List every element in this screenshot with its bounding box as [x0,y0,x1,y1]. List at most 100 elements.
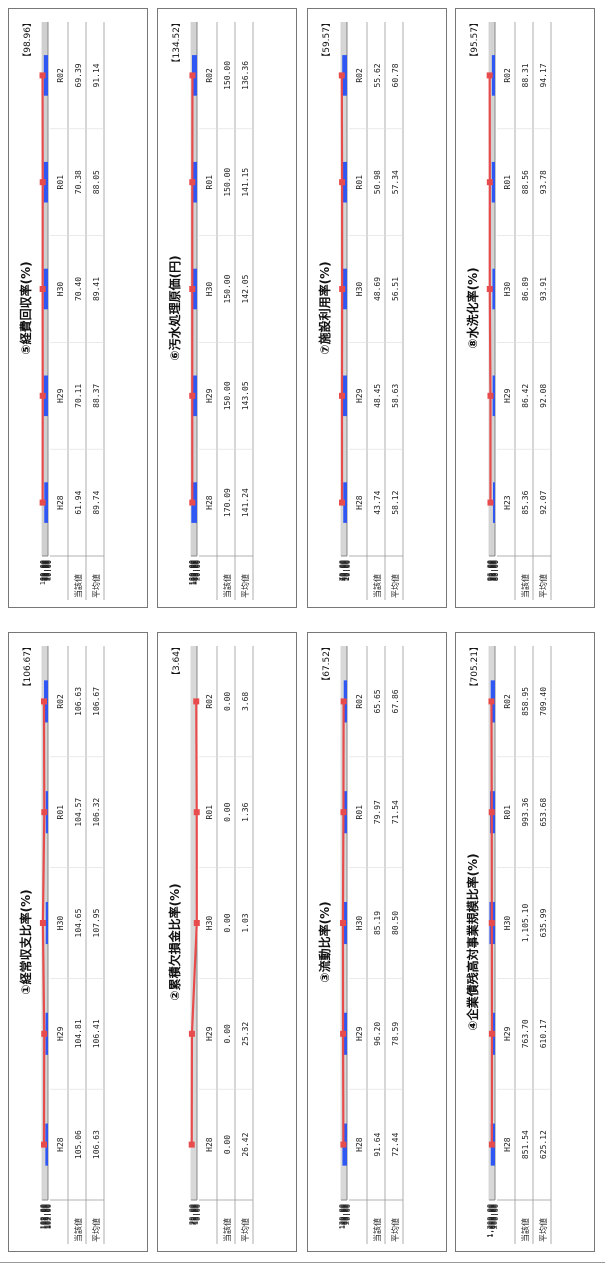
table-row-label: 平均値 [390,574,400,598]
data-label: 141.24 [241,488,250,517]
y-tick-label: 50.00 [42,560,50,581]
data-label: 72.44 [391,1132,400,1156]
table-row-label: 平均値 [91,574,101,598]
chart-panel-5: ⑤経費回収率(%) 【98.96】 0.00 10.00 20.00 30.00 40.00… [8,8,148,608]
line-point [488,1030,495,1037]
chart-svg-1: ①経常収支比率(%)【106.67】102.00103.00104.00105.… [8,632,148,1252]
data-label: 653.68 [539,798,548,827]
y-tick-label: 60.00 [341,1204,349,1225]
y-tick-label: 104.00 [43,1204,51,1229]
line-point [41,1030,48,1037]
x-tick-label: H29 [503,1026,512,1041]
data-label: 96.20 [373,1022,382,1046]
x-tick-label: R02 [503,68,512,83]
data-label: 93.91 [539,277,548,301]
line-point [340,1141,347,1148]
data-label: 142.05 [241,274,250,303]
y-tick-label: 90.00 [488,560,496,581]
y-tick-label: 80.00 [340,1204,348,1225]
table-row-label: 平均値 [240,574,250,598]
y-tick-label: 96.00 [486,560,494,581]
table-row-label: 平均値 [390,1218,400,1242]
data-label: 93.78 [539,170,548,194]
y-tick-label: 30.00 [341,560,349,581]
y-tick-label: 20.00 [343,1204,351,1225]
chart-svg-4: ④企業債残高対事業規模比率(%) 【705.21】 0.00200.00400.00… [455,632,595,1252]
line-point [338,392,345,399]
line-point [39,286,46,292]
y-tick-label: 86.00 [490,560,498,581]
y-tick-label: 15.00 [191,1204,199,1225]
y-tick-label: 20.00 [44,560,52,581]
data-label: 0.00 [223,1024,232,1043]
line-point [189,499,196,506]
x-tick-label: R02 [355,68,364,83]
x-tick-label: H30 [355,282,364,297]
table-row-label: 当該値 [222,1218,232,1242]
x-tick-label: H30 [355,916,364,931]
table-row-label: 平均値 [240,1218,250,1242]
data-label: 150.00 [223,168,232,197]
y-tick-label: 40.00 [341,560,349,581]
data-label: 88.56 [521,170,530,194]
x-tick-label: R01 [205,175,214,190]
y-tick-label: 1,200.00 [486,1204,494,1238]
data-label: 86.42 [521,384,530,408]
x-tick-label: R01 [503,805,512,820]
x-tick-label: R01 [205,805,214,820]
table-row-label: 当該値 [222,574,232,598]
data-label: 143.05 [241,381,250,410]
line-point [338,72,345,79]
data-label: 106.63 [74,687,83,716]
y-tick-label: 120.00 [338,1204,346,1229]
bar [43,55,49,96]
data-label: 858.95 [521,687,530,716]
y-tick-label: 108.00 [40,1204,48,1229]
data-label: 92.07 [539,490,548,514]
x-tick-label: R02 [205,68,214,83]
chart-panel-3: ③流動比率(%) 【67.52】 0.00 20.00 40.00 60.00 80.00 1… [307,632,447,1252]
data-label: 71.54 [391,800,400,824]
line-point [487,499,494,506]
x-tick-label: H28 [355,495,364,510]
line-point [486,72,493,79]
chart-title: ⑧水洗化率(%) [465,267,480,348]
bar [45,901,49,945]
x-tick-label: R01 [503,175,512,190]
data-label: 43.74 [373,490,382,514]
y-tick-label: 200.00 [491,1204,499,1229]
y-tick-label: 0.00 [45,560,53,577]
line-point [193,698,200,705]
y-tick-label: 80.00 [191,560,199,581]
y-tick-label: 0.00 [194,560,202,577]
data-label: 26.42 [241,1132,250,1156]
data-label: 136.36 [241,61,250,90]
line-point [340,1030,347,1037]
data-label: 57.34 [391,170,400,194]
data-label: 25.32 [241,1022,250,1046]
data-label: 709.40 [539,687,548,716]
y-tick-label: 80.00 [492,560,500,581]
y-tick-label: 1,000.00 [487,1204,495,1238]
reference-value: 【95.57】 [469,18,480,62]
data-label: 107.95 [92,908,101,937]
reference-value: 【3.64】 [171,642,182,680]
y-tick-label: 50.00 [340,560,348,581]
data-label: 141.15 [241,168,250,197]
y-tick-label: 100.00 [191,560,199,585]
line-point [339,286,346,292]
x-tick-label: H30 [56,282,65,297]
data-label: 91.14 [92,63,101,87]
data-label: 70.38 [74,170,83,194]
table-row-label: 当該値 [372,574,382,598]
bar [491,55,496,96]
data-label: 85.36 [521,490,530,514]
data-label: 61.94 [74,490,83,514]
y-tick-label: 400.00 [490,1204,498,1229]
data-label: 0.00 [223,692,232,711]
x-tick-label: H28 [205,495,214,510]
bar [491,161,496,203]
y-tick-label: 30.00 [188,1204,196,1225]
line-point [340,809,347,816]
x-tick-label: R02 [56,68,65,83]
